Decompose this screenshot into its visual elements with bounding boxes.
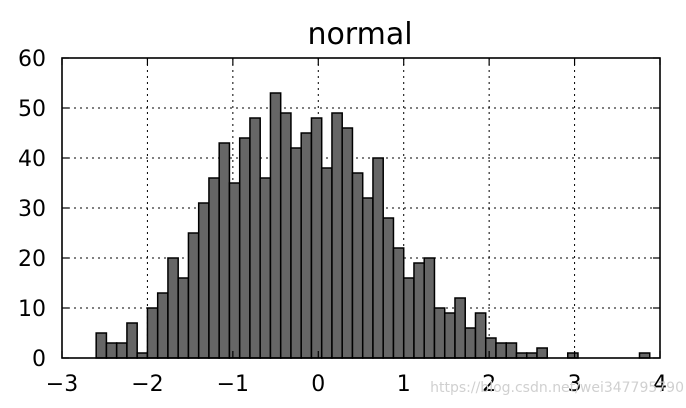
watermark-text: https://blog.csdn.net/wei347795790	[430, 380, 684, 396]
histogram-bar	[402, 277, 415, 359]
histogram-bar	[484, 337, 497, 359]
y-tick-label: 0	[32, 347, 46, 372]
histogram-bar	[177, 277, 190, 359]
histogram-bar	[156, 292, 169, 359]
histogram-bar	[464, 327, 477, 359]
histogram-bar	[351, 172, 364, 359]
histogram-bar	[187, 232, 200, 359]
x-tick-label: −1	[217, 372, 249, 397]
histogram-bar	[392, 247, 405, 359]
x-tick-label: 3	[568, 372, 582, 397]
histogram-bar	[474, 312, 487, 359]
histogram-bar	[361, 197, 374, 359]
histogram-bar	[290, 147, 302, 359]
histogram-bar	[372, 157, 384, 359]
histogram-bar	[331, 112, 343, 359]
chart-title: normal	[307, 17, 412, 52]
histogram-bar	[382, 217, 395, 359]
histogram-bar	[454, 297, 466, 359]
histogram-bar	[126, 322, 138, 359]
x-axis-tick-labels: −3 −2 −1 0 1 2 3 4	[46, 372, 667, 397]
histogram-bar	[433, 307, 446, 359]
histogram-bar	[269, 92, 282, 359]
histogram-bar	[413, 262, 425, 359]
histogram-bars	[95, 92, 651, 359]
histogram-bar	[320, 167, 333, 359]
y-tick-label: 10	[18, 297, 46, 322]
histogram-bar	[249, 117, 261, 359]
x-tick-label: 0	[311, 372, 325, 397]
histogram-bar	[95, 332, 108, 359]
x-tick-label: 1	[397, 372, 411, 397]
y-tick-label: 30	[18, 197, 46, 222]
y-tick-label: 40	[18, 147, 46, 172]
histogram-bar	[197, 202, 210, 359]
histogram-bar	[505, 342, 518, 359]
histogram-bar	[423, 257, 436, 359]
histogram-bar	[218, 142, 231, 359]
histogram-bar	[228, 182, 241, 359]
axis-ticks	[61, 57, 661, 359]
x-tick-label: −2	[131, 372, 163, 397]
histogram-bar	[443, 312, 456, 359]
histogram-bar	[146, 307, 159, 359]
histogram-bar	[279, 112, 292, 359]
histogram-bar	[341, 127, 354, 359]
histogram-bar	[536, 347, 548, 359]
y-tick-label: 60	[18, 47, 46, 72]
histogram-bar	[105, 342, 118, 359]
y-axis-tick-labels: 0 10 20 30 40 50 60	[18, 47, 46, 372]
x-tick-label: −3	[46, 372, 78, 397]
y-tick-label: 20	[18, 247, 46, 272]
y-tick-label: 50	[18, 97, 46, 122]
histogram-bar	[167, 257, 179, 359]
histogram-bar	[115, 342, 128, 359]
histogram-bar	[495, 342, 507, 359]
x-tick-label: 2	[482, 372, 496, 397]
histogram-bar	[238, 137, 251, 359]
histogram-bar	[310, 117, 323, 359]
x-tick-label: 4	[653, 372, 667, 397]
histogram-bar	[259, 177, 272, 359]
histogram-bar	[300, 132, 313, 359]
histogram-bar	[208, 177, 220, 359]
